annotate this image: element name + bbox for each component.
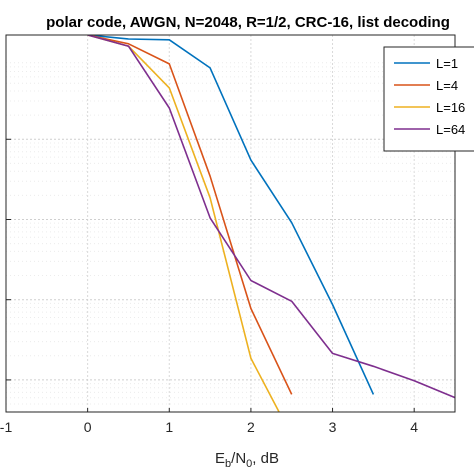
x-tick-label: 1 — [165, 419, 173, 435]
axes-box — [5, 34, 456, 413]
legend-label: L=64 — [436, 122, 465, 137]
legend-box — [383, 46, 474, 152]
chart-title: polar code, AWGN, N=2048, R=1/2, CRC-16,… — [46, 14, 450, 31]
x-axis-label-e: E — [215, 450, 225, 467]
x-tick-label: 2 — [247, 419, 255, 435]
x-tick-label: 0 — [84, 419, 92, 435]
x-axis-label-sub-0: 0 — [246, 458, 252, 470]
legend-label: L=16 — [436, 100, 465, 115]
legend-label: L=4 — [436, 78, 458, 93]
series-line-l4 — [87, 35, 293, 395]
grid-lines — [6, 35, 455, 413]
x-axis-label: Eb/N0, dB — [215, 450, 279, 470]
legend-box-group: L=1 L=4 L=16 L=64 — [383, 46, 474, 152]
x-tick-label: 3 — [329, 419, 337, 435]
x-axis-label-sub-b: b — [225, 458, 231, 470]
legend: L=1 L=4 L=16 L=64 — [383, 46, 474, 152]
series-line-l1 — [87, 35, 375, 395]
x-tick-label: -1 — [0, 419, 12, 435]
x-axis-label-unit: , dB — [252, 450, 279, 467]
x-tick-label: 4 — [410, 419, 418, 435]
series-line-l64 — [87, 35, 455, 399]
plot-lines — [87, 35, 455, 412]
x-axis-label-n: /N — [231, 450, 246, 467]
legend-label: L=1 — [436, 56, 458, 71]
axes: -1 0 1 2 3 4 — [0, 34, 456, 435]
